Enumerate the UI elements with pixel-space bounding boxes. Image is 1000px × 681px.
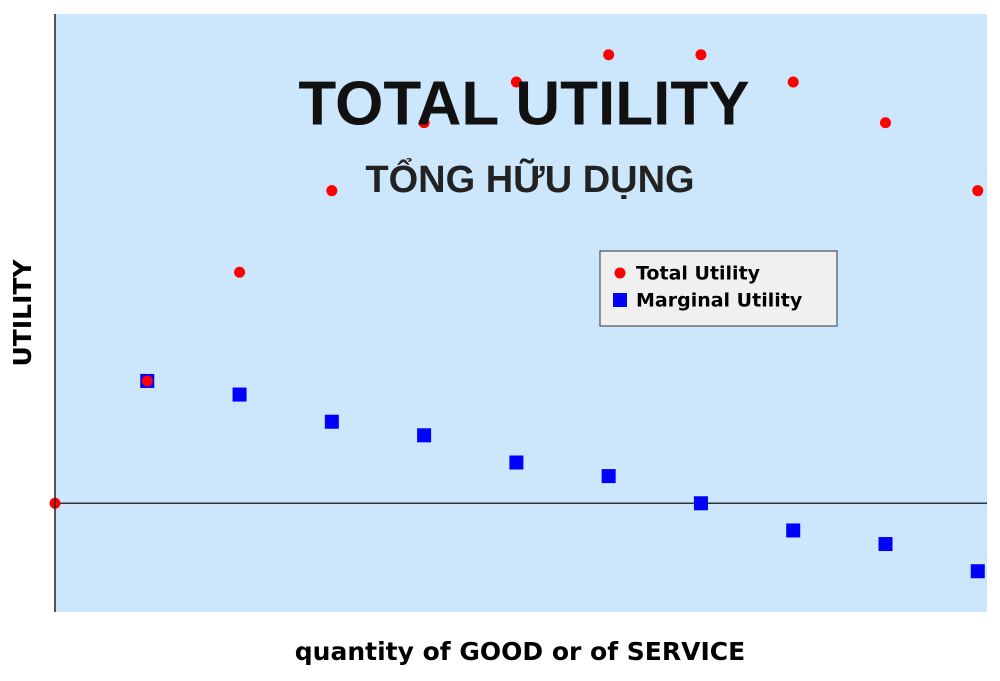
- data-point: [695, 49, 707, 61]
- data-point: [324, 414, 339, 429]
- y-axis-label: UTILITY: [8, 259, 37, 367]
- data-point: [417, 428, 432, 443]
- data-point: [510, 76, 522, 88]
- data-point: [418, 117, 430, 129]
- data-point: [509, 455, 524, 470]
- data-point: [878, 537, 893, 552]
- data-point: [232, 387, 247, 402]
- x-axis-label: quantity of GOOD or of SERVICE: [295, 637, 745, 666]
- legend-label: Total Utility: [636, 263, 761, 285]
- legend-marker: [613, 293, 627, 307]
- data-point: [972, 185, 984, 197]
- data-point: [601, 469, 616, 484]
- chart-subtitle: TỔNG HỮU DỤNG: [365, 156, 694, 201]
- legend-marker: [614, 267, 626, 279]
- data-point: [603, 49, 615, 61]
- data-point: [970, 564, 985, 579]
- data-point: [326, 185, 338, 197]
- legend-box: [599, 250, 838, 327]
- data-point: [141, 375, 153, 387]
- legend-label: Marginal Utility: [636, 290, 803, 312]
- data-point: [693, 496, 708, 511]
- data-point: [234, 266, 246, 278]
- chart-title: TOTAL UTILITY: [298, 69, 749, 138]
- data-point: [787, 76, 799, 88]
- data-point: [879, 117, 891, 129]
- data-point: [786, 523, 801, 538]
